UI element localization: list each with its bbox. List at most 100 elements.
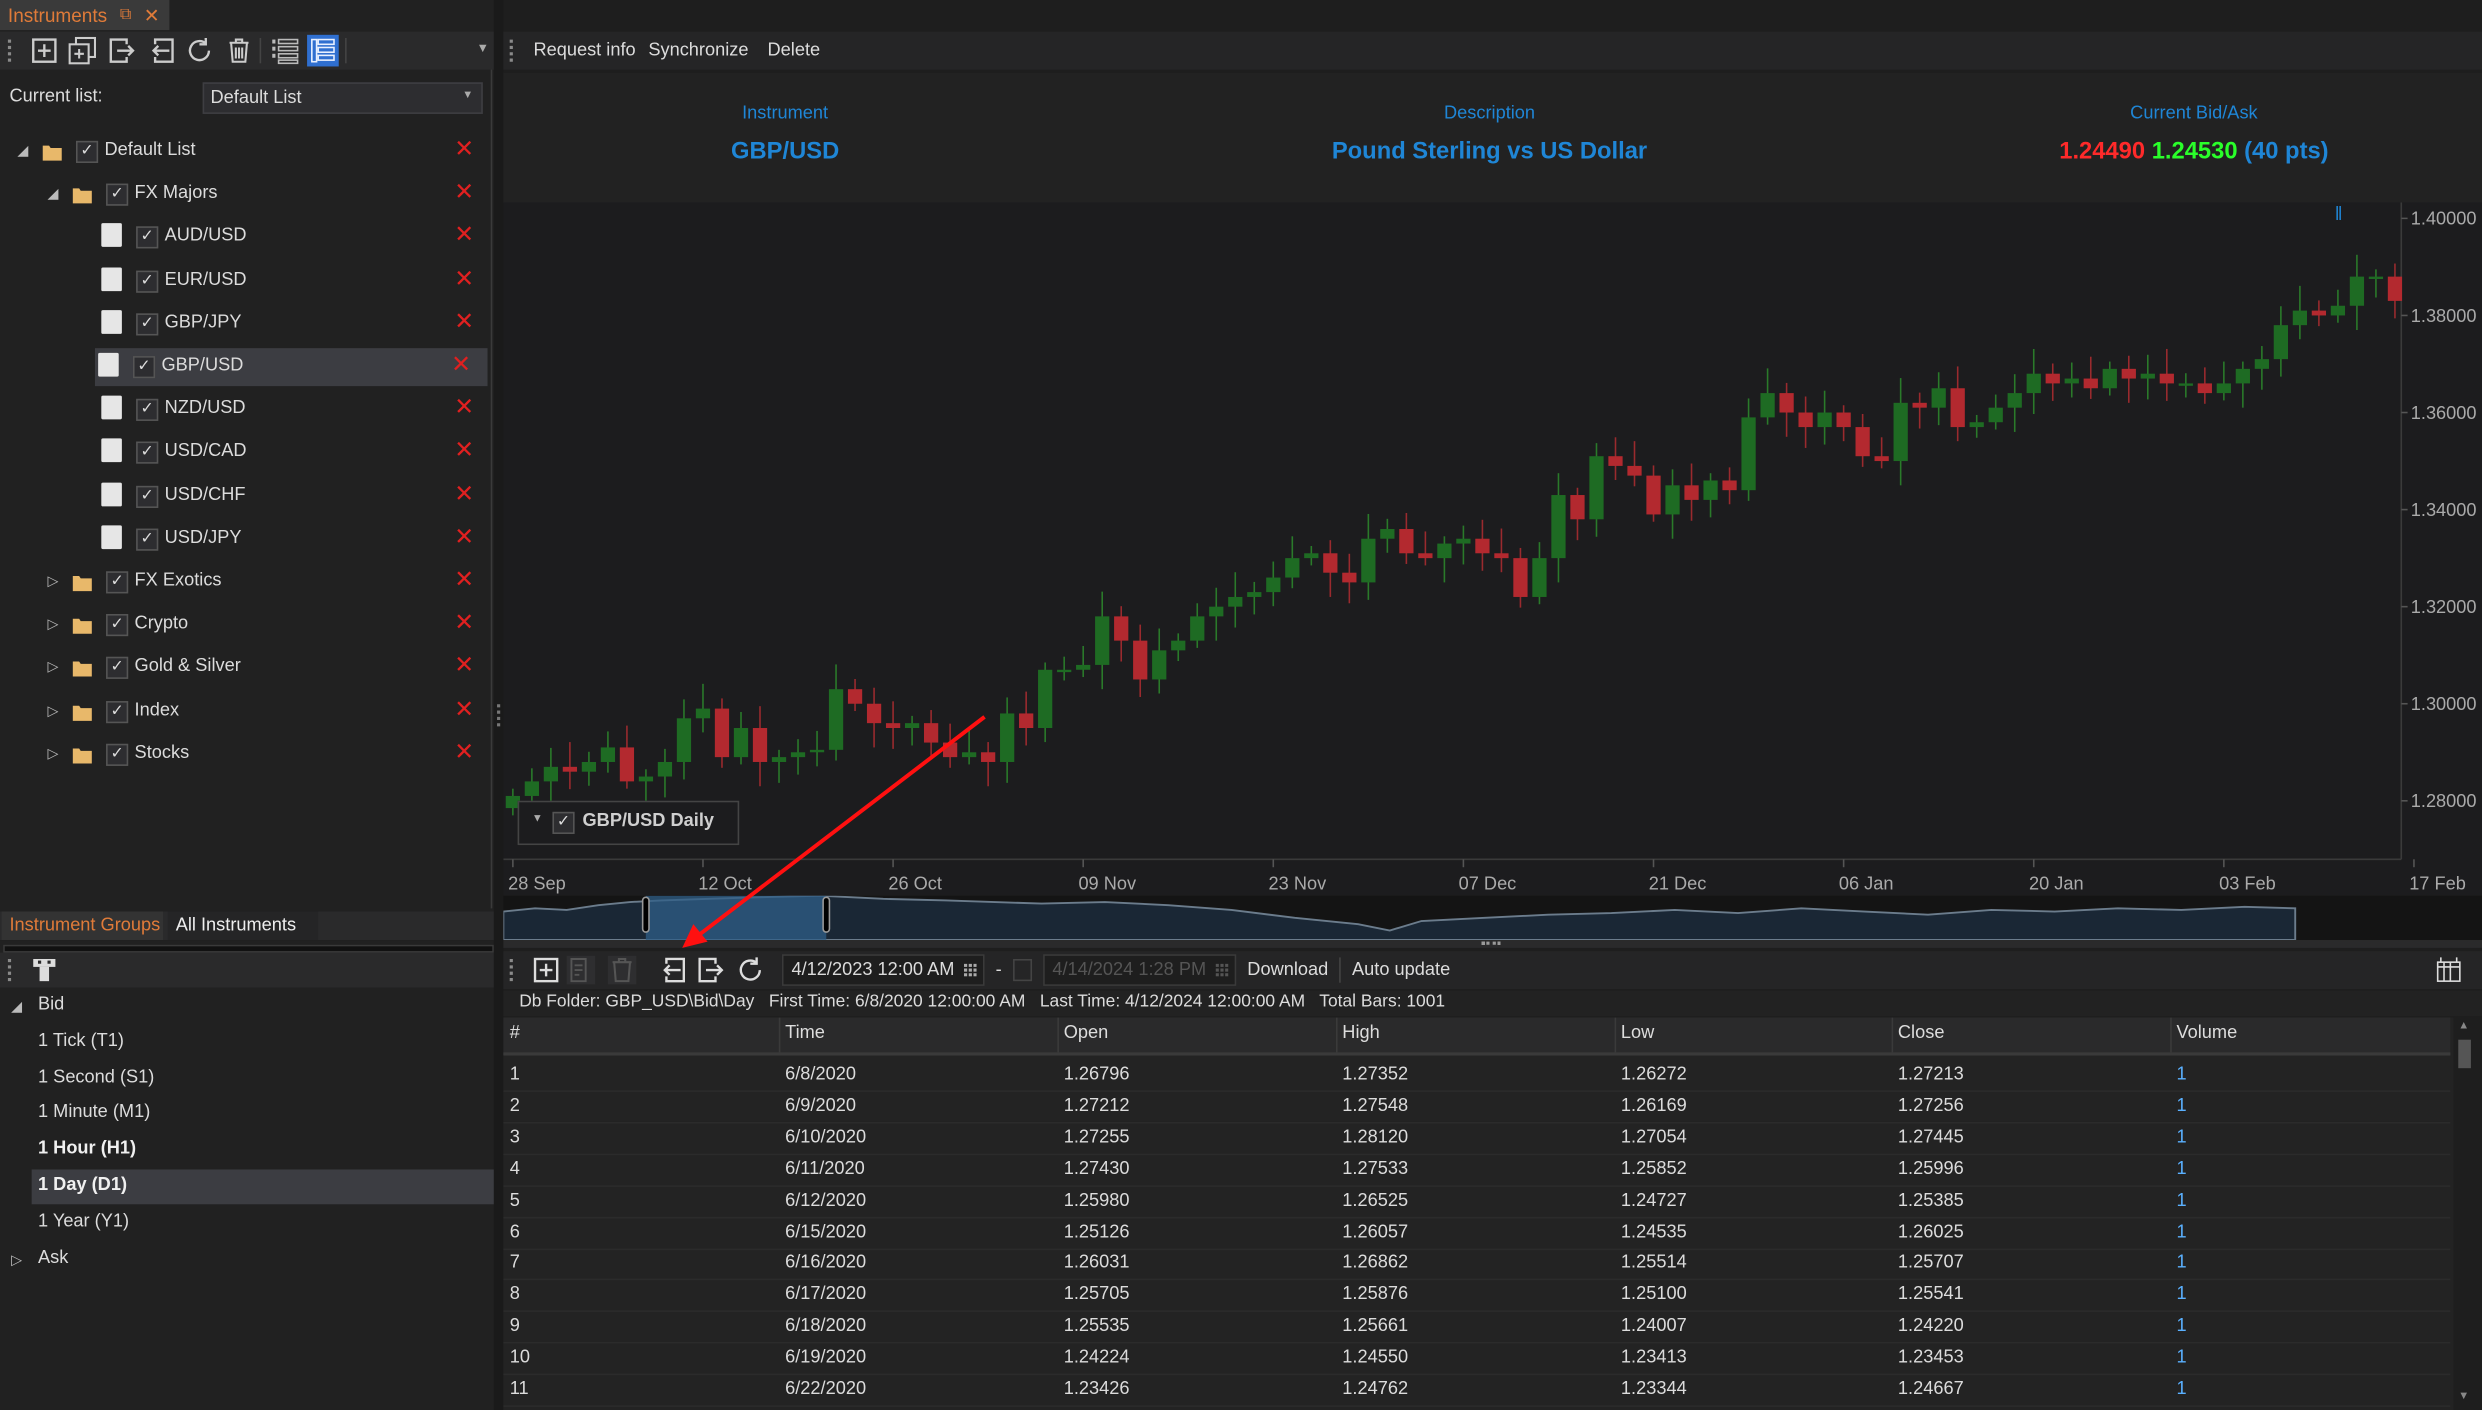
- period-item[interactable]: ◢ Bid: [0, 989, 494, 1024]
- table-row[interactable]: 8 6/17/2020 1.25705 1.25876 1.25100 1.25541 1: [503, 1281, 2451, 1313]
- tree-item[interactable]: ✓ GBP/USD ✕: [94, 348, 488, 387]
- table-row[interactable]: 2 6/9/2020 1.27212 1.27548 1.26169 1.27256 1: [503, 1092, 2451, 1124]
- trash-icon[interactable]: [225, 36, 253, 64]
- column-header[interactable]: #: [509, 1023, 520, 1043]
- float-window-icon[interactable]: ⧉: [119, 6, 132, 24]
- tree-item-checkbox[interactable]: ✓: [75, 140, 99, 163]
- instruments-tab[interactable]: Instruments ⧉ ✕: [0, 0, 170, 31]
- tree-item-checkbox[interactable]: ✓: [136, 269, 159, 293]
- tab-instrument-groups[interactable]: Instrument Groups: [1, 911, 164, 941]
- tree-item[interactable]: ✓ AUD/USD ✕: [3, 219, 487, 257]
- period-item[interactable]: 1 Tick (T1): [0, 1025, 494, 1060]
- pause-icon[interactable]: ‖: [2334, 202, 2343, 225]
- tree-item-checkbox[interactable]: ✓: [106, 183, 129, 207]
- remove-icon[interactable]: ✕: [454, 652, 475, 680]
- refresh-icon[interactable]: [185, 36, 213, 64]
- tree-item-checkbox[interactable]: ✓: [106, 743, 129, 766]
- tab-all-instruments[interactable]: All Instruments: [167, 911, 319, 941]
- chart-navigator[interactable]: [502, 894, 2482, 941]
- expanded-arrow-icon[interactable]: ◢: [47, 185, 59, 202]
- tree-item[interactable]: ✓ GBP/JPY ✕: [3, 305, 487, 343]
- collapsed-arrow-icon[interactable]: ▷: [47, 572, 59, 589]
- tree-item[interactable]: ▷ ✓ FX Exotics ✕: [3, 563, 487, 601]
- tree-item[interactable]: ✓ EUR/USD ✕: [3, 262, 487, 300]
- price-chart[interactable]: 1.40000 1.38000 1.36000 1.34000 1.32000 1.300…: [503, 202, 2482, 896]
- table-row[interactable]: 7 6/16/2020 1.26031 1.26862 1.25514 1.25707 1: [503, 1249, 2451, 1281]
- toolbar-grip[interactable]: [509, 39, 516, 62]
- toolbar-grip[interactable]: [7, 958, 14, 982]
- collapsed-arrow-icon[interactable]: ▷: [47, 745, 59, 761]
- tree-item[interactable]: ▷ ✓ Gold & Silver ✕: [3, 649, 487, 687]
- tree-item-checkbox[interactable]: ✓: [136, 226, 159, 250]
- import-icon[interactable]: [658, 956, 686, 984]
- table-scrollbar[interactable]: ▲ ▼: [2453, 1017, 2476, 1410]
- collapsed-arrow-icon[interactable]: ▷: [47, 658, 59, 675]
- period-item[interactable]: 1 Day (D1): [31, 1169, 494, 1205]
- tree-item-checkbox[interactable]: ✓: [106, 657, 129, 680]
- refresh-icon[interactable]: [736, 956, 764, 984]
- remove-icon[interactable]: ✕: [454, 308, 475, 336]
- tree-item[interactable]: ✓ USD/CAD ✕: [3, 434, 487, 472]
- export-icon[interactable]: [108, 36, 136, 64]
- toolbar-grip[interactable]: [7, 39, 14, 62]
- remove-icon[interactable]: ✕: [454, 437, 475, 465]
- tree-item[interactable]: ✓ NZD/USD ✕: [3, 391, 487, 429]
- end-date-checkbox[interactable]: [1012, 958, 1032, 982]
- tree-item-checkbox[interactable]: ✓: [106, 571, 129, 594]
- remove-icon[interactable]: ✕: [454, 609, 475, 637]
- column-header[interactable]: Close: [1897, 1023, 1945, 1043]
- remove-icon[interactable]: ✕: [454, 394, 475, 422]
- remove-icon[interactable]: ✕: [454, 222, 475, 250]
- add-copy-icon[interactable]: [68, 36, 97, 65]
- remove-icon[interactable]: ✕: [454, 523, 475, 551]
- collapsed-arrow-icon[interactable]: ▷: [11, 1251, 23, 1267]
- tree-item[interactable]: ✓ USD/CHF ✕: [3, 477, 487, 515]
- table-row[interactable]: 6 6/15/2020 1.25126 1.26057 1.24535 1.26025 1: [503, 1218, 2451, 1250]
- tree-item-checkbox[interactable]: ✓: [136, 313, 159, 336]
- tree-structure-icon[interactable]: [30, 956, 58, 989]
- vertical-splitter[interactable]: [493, 0, 504, 1410]
- tree-item-checkbox[interactable]: ✓: [136, 528, 159, 551]
- legend-checkbox[interactable]: ✓: [552, 811, 575, 834]
- request-info-button[interactable]: Request info: [533, 41, 636, 61]
- scroll-down-icon[interactable]: ▼: [2458, 1391, 2470, 1403]
- list-detail-icon[interactable]: [307, 34, 339, 67]
- download-button[interactable]: Download: [1247, 960, 1329, 980]
- end-date-picker[interactable]: 4/14/2024 1:28 PM: [1042, 954, 1237, 986]
- tree-item[interactable]: ▷ ✓ Crypto ✕: [3, 606, 487, 644]
- period-item[interactable]: 1 Second (S1): [0, 1061, 494, 1096]
- column-header[interactable]: Open: [1063, 1023, 1109, 1043]
- start-date-picker[interactable]: 4/12/2023 12:00 AM: [781, 954, 985, 986]
- remove-icon[interactable]: ✕: [454, 179, 475, 207]
- tree-item-checkbox[interactable]: ✓: [106, 614, 129, 637]
- tree-item[interactable]: ✓ USD/JPY ✕: [3, 520, 487, 558]
- trash-icon[interactable]: [607, 955, 637, 985]
- candlestick-chart[interactable]: 1.40000 1.38000 1.36000 1.34000 1.32000 1.300…: [503, 202, 2482, 896]
- delete-button[interactable]: Delete: [767, 41, 821, 61]
- column-header[interactable]: Low: [1620, 1023, 1655, 1043]
- remove-icon[interactable]: ✕: [454, 136, 475, 163]
- panel-splitter[interactable]: [3, 944, 494, 953]
- scrollbar-thumb[interactable]: [2458, 1039, 2471, 1069]
- import-icon[interactable]: [147, 36, 175, 64]
- remove-icon[interactable]: ✕: [454, 566, 475, 594]
- column-chooser-icon[interactable]: [2435, 956, 2463, 989]
- collapsed-arrow-icon[interactable]: ▷: [47, 701, 59, 718]
- remove-icon[interactable]: ✕: [451, 351, 472, 379]
- table-row[interactable]: 11 6/22/2020 1.23426 1.24762 1.23344 1.24667 1: [503, 1375, 2451, 1407]
- edit-icon[interactable]: [566, 955, 596, 985]
- period-item[interactable]: 1 Minute (M1): [0, 1097, 494, 1132]
- toolbar-grip[interactable]: [509, 958, 516, 982]
- expanded-arrow-icon[interactable]: ◢: [11, 998, 23, 1015]
- remove-icon[interactable]: ✕: [454, 695, 475, 723]
- expanded-arrow-icon[interactable]: ◢: [17, 142, 29, 159]
- table-row[interactable]: 4 6/11/2020 1.27430 1.27533 1.25852 1.25996 1: [503, 1155, 2451, 1187]
- period-item[interactable]: ▷ Ask: [0, 1242, 494, 1277]
- auto-update-toggle[interactable]: Auto update: [1352, 960, 1451, 980]
- scroll-up-icon[interactable]: ▲: [2458, 1020, 2470, 1032]
- synchronize-button[interactable]: Synchronize: [648, 41, 749, 61]
- period-item[interactable]: 1 Year (Y1): [0, 1206, 494, 1241]
- tree-item-checkbox[interactable]: ✓: [136, 399, 159, 422]
- tree-item-checkbox[interactable]: ✓: [136, 485, 159, 508]
- column-header[interactable]: High: [1342, 1023, 1380, 1043]
